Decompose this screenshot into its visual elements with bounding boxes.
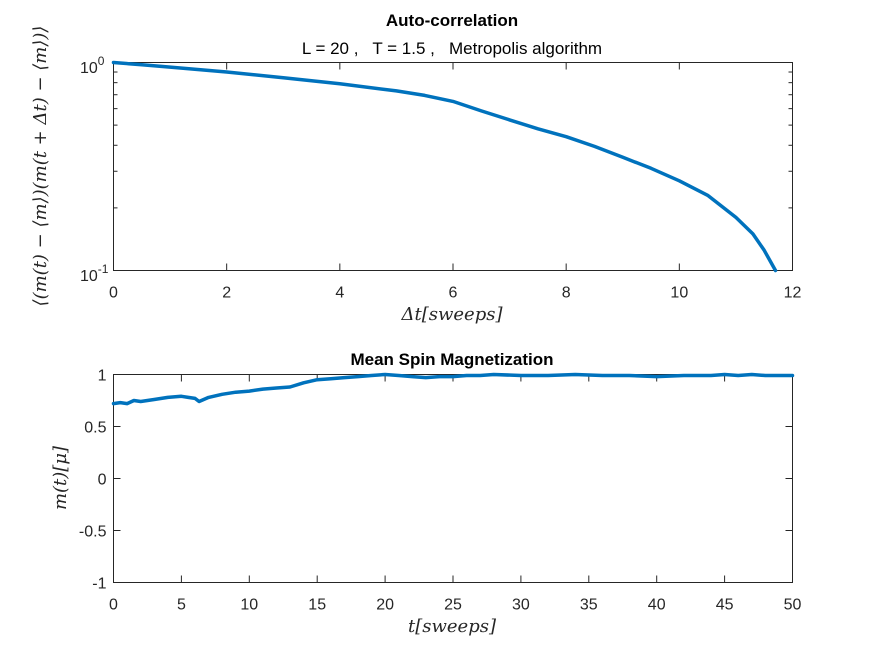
magnetization-ytick-label: 0 <box>98 472 107 489</box>
autocorr-xtick-label: 12 <box>784 285 802 302</box>
autocorr-series-line <box>114 63 776 271</box>
magnetization-axes-box <box>114 375 793 583</box>
autocorr-ytick-label-bottom: 10-1 <box>80 262 109 285</box>
magnetization-ytick-label: -1 <box>92 576 106 593</box>
autocorr-xtick-label: 2 <box>222 285 231 302</box>
autocorr-xtick-label: 4 <box>335 285 344 302</box>
magnetization-title: Mean Spin Magnetization <box>350 350 553 369</box>
magnetization-ylabel: m(t)[μ] <box>50 445 71 510</box>
magnetization-ytick-label: 1 <box>98 368 107 385</box>
autocorr-subtitle: L = 20 , T = 1.5 , Metropolis algorithm <box>302 39 602 58</box>
autocorr-y-ticks <box>114 63 793 271</box>
autocorrelation-plot: Auto-correlation L = 20 , T = 1.5 , Metr… <box>30 11 802 325</box>
magnetization-xtick-label: 35 <box>580 597 598 614</box>
magnetization-xtick-label: 45 <box>716 597 734 614</box>
magnetization-xtick-label: 20 <box>376 597 394 614</box>
magnetization-xtick-label: 50 <box>784 597 802 614</box>
magnetization-xtick-label: 15 <box>308 597 326 614</box>
magnetization-ytick-label: 0.5 <box>84 420 106 437</box>
autocorr-xtick-label: 6 <box>449 285 458 302</box>
autocorr-xtick-label: 8 <box>562 285 571 302</box>
autocorr-x-ticks: 0 2 4 6 8 10 12 <box>109 63 801 302</box>
magnetization-x-ticks: 0 5 10 15 20 25 30 35 40 45 50 <box>109 375 801 614</box>
magnetization-xtick-label: 30 <box>512 597 530 614</box>
magnetization-xtick-label: 40 <box>648 597 666 614</box>
autocorr-ylabel: ⟨(m(t) − ⟨m⟩)(m(t + Δt) − ⟨m⟩)⟩ <box>30 26 51 307</box>
magnetization-ytick-label: -0.5 <box>79 524 107 541</box>
magnetization-xtick-label: 5 <box>177 597 186 614</box>
autocorr-xtick-label: 10 <box>670 285 688 302</box>
autocorr-title: Auto-correlation <box>386 11 518 30</box>
autocorr-ytick-label-top: 100 <box>80 54 105 77</box>
autocorr-axes-box <box>114 63 793 271</box>
magnetization-xtick-label: 10 <box>240 597 258 614</box>
magnetization-y-ticks: -1 -0.5 0 0.5 1 <box>79 368 793 593</box>
autocorr-xtick-label: 0 <box>109 285 118 302</box>
autocorr-xlabel: Δt[sweeps] <box>401 304 504 325</box>
magnetization-xtick-label: 25 <box>444 597 462 614</box>
magnetization-plot: Mean Spin Magnetization 0 5 10 15 20 25 30 35 40… <box>50 350 802 637</box>
magnetization-xlabel: t[sweeps] <box>408 616 497 637</box>
magnetization-xtick-label: 0 <box>109 597 118 614</box>
